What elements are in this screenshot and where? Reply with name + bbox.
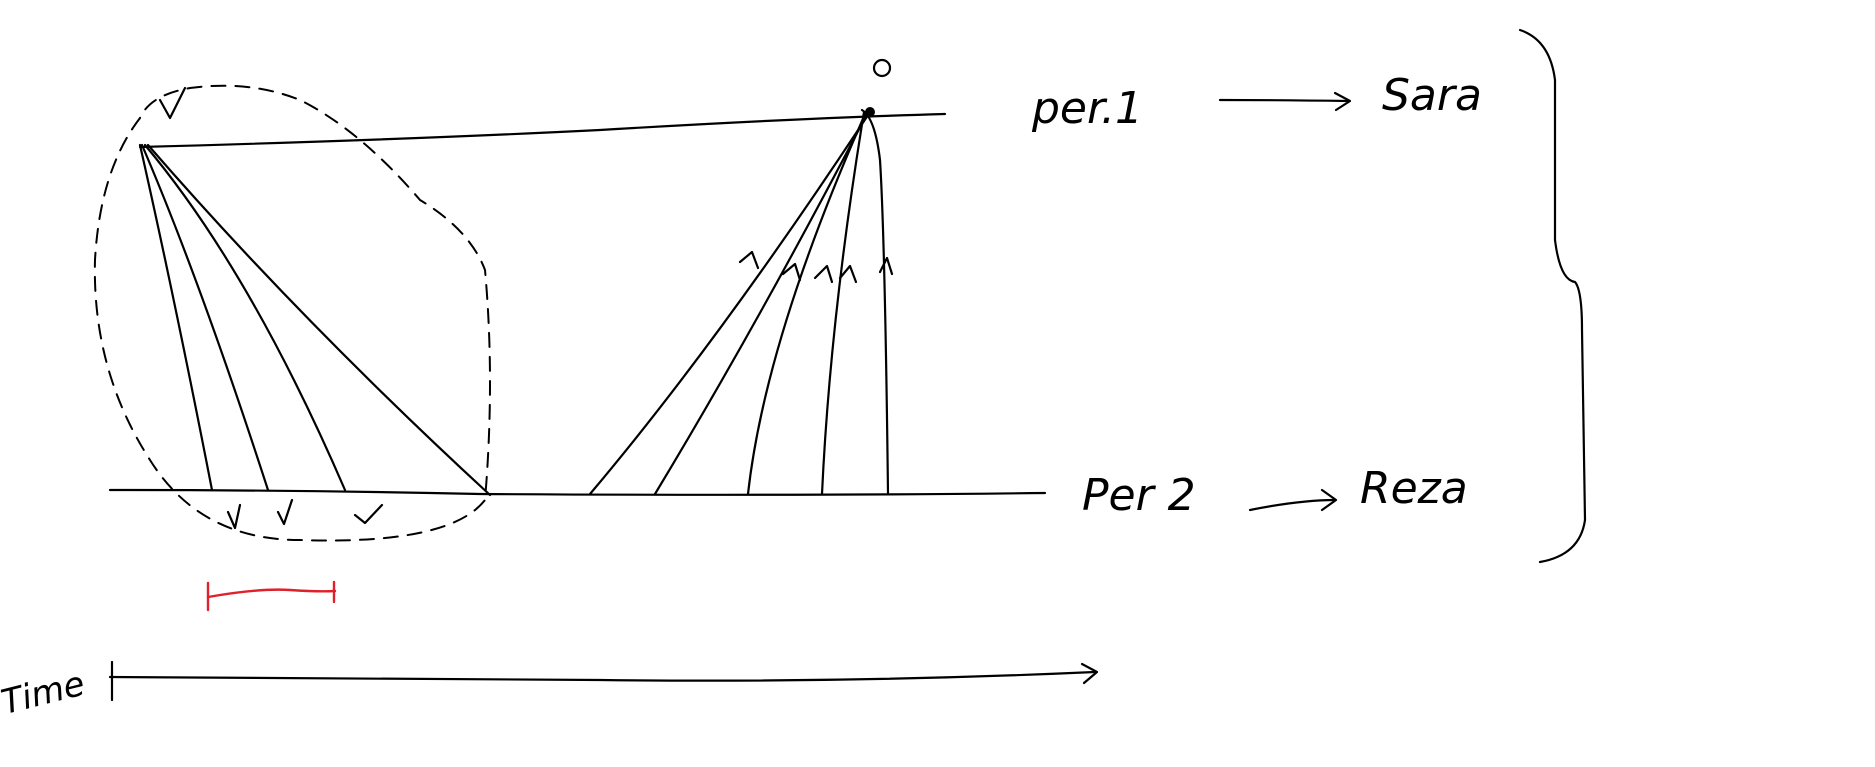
fan-line-3 bbox=[143, 143, 347, 492]
convergence-dot bbox=[865, 107, 875, 117]
reply-line-1 bbox=[588, 110, 872, 496]
time-axis bbox=[108, 670, 1097, 682]
dashed-enclosure bbox=[93, 84, 491, 542]
arrowhead-icon bbox=[838, 264, 858, 284]
convergence-point-icon bbox=[872, 58, 892, 78]
checkmark-icon bbox=[226, 503, 242, 530]
checkmark-icon bbox=[276, 498, 294, 526]
arrow-per1-to-name bbox=[1218, 98, 1350, 103]
per1-name: Sara bbox=[1382, 70, 1482, 121]
time-label: Time bbox=[0, 664, 89, 723]
reply-line-4 bbox=[820, 110, 866, 496]
reply-line-2 bbox=[653, 110, 870, 496]
arrowhead-icon bbox=[878, 256, 894, 276]
per2-name: Reza bbox=[1360, 463, 1468, 514]
per2-label: Per 2 bbox=[1082, 470, 1196, 521]
per1-label: per.1 bbox=[1031, 83, 1143, 134]
per1-timeline bbox=[138, 112, 947, 149]
fan-line-4 bbox=[146, 143, 492, 497]
interval-marker bbox=[206, 580, 337, 612]
arrow-per2-to-name bbox=[1248, 498, 1337, 512]
left-message-fan bbox=[138, 86, 492, 497]
right-curly-brace bbox=[1518, 28, 1587, 564]
interval-line bbox=[206, 588, 337, 599]
receipt-checkmarks bbox=[226, 498, 384, 530]
fan-line-2 bbox=[140, 143, 270, 492]
arrowhead-icon bbox=[738, 250, 760, 270]
arrow-per2-head bbox=[1320, 488, 1338, 512]
fan-line-1 bbox=[138, 143, 214, 492]
checkmark-icon bbox=[353, 503, 384, 525]
arrowhead-icon bbox=[813, 264, 834, 284]
time-axis-arrowhead bbox=[1080, 662, 1099, 685]
reply-line-3 bbox=[746, 110, 868, 496]
arrowhead-icon bbox=[781, 262, 802, 282]
reply-line-5 bbox=[860, 108, 890, 496]
arrow-per1-head bbox=[1333, 91, 1352, 112]
origin-mark bbox=[158, 86, 187, 120]
right-message-fan bbox=[588, 58, 894, 496]
per2-timeline bbox=[108, 488, 1047, 496]
